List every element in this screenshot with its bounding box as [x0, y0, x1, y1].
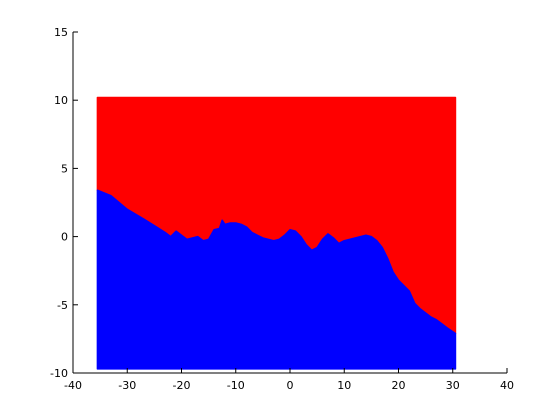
x-tick-label: 30 — [446, 379, 460, 392]
x-tick-label: 0 — [287, 379, 294, 392]
plot-regions — [96, 96, 457, 370]
x-tick-label: -30 — [118, 379, 136, 392]
y-axis-ticks: -10 -5 0 5 10 15 — [50, 26, 78, 380]
x-tick-label: 40 — [500, 379, 514, 392]
y-tick-label: 10 — [54, 94, 68, 107]
y-tick-label: 0 — [61, 231, 68, 244]
x-tick-label: -40 — [64, 379, 82, 392]
x-tick-label: -10 — [227, 379, 245, 392]
x-tick-label: 20 — [392, 379, 406, 392]
x-tick-label: 10 — [337, 379, 351, 392]
y-tick-label: 15 — [54, 26, 68, 39]
y-tick-label: -5 — [57, 299, 68, 312]
x-tick-label: -20 — [173, 379, 191, 392]
y-tick-label: -10 — [50, 367, 68, 380]
y-tick-label: 5 — [61, 162, 68, 175]
x-axis-ticks: -40 -30 -20 -10 0 10 20 30 40 — [64, 368, 514, 392]
lower-region — [96, 189, 457, 370]
